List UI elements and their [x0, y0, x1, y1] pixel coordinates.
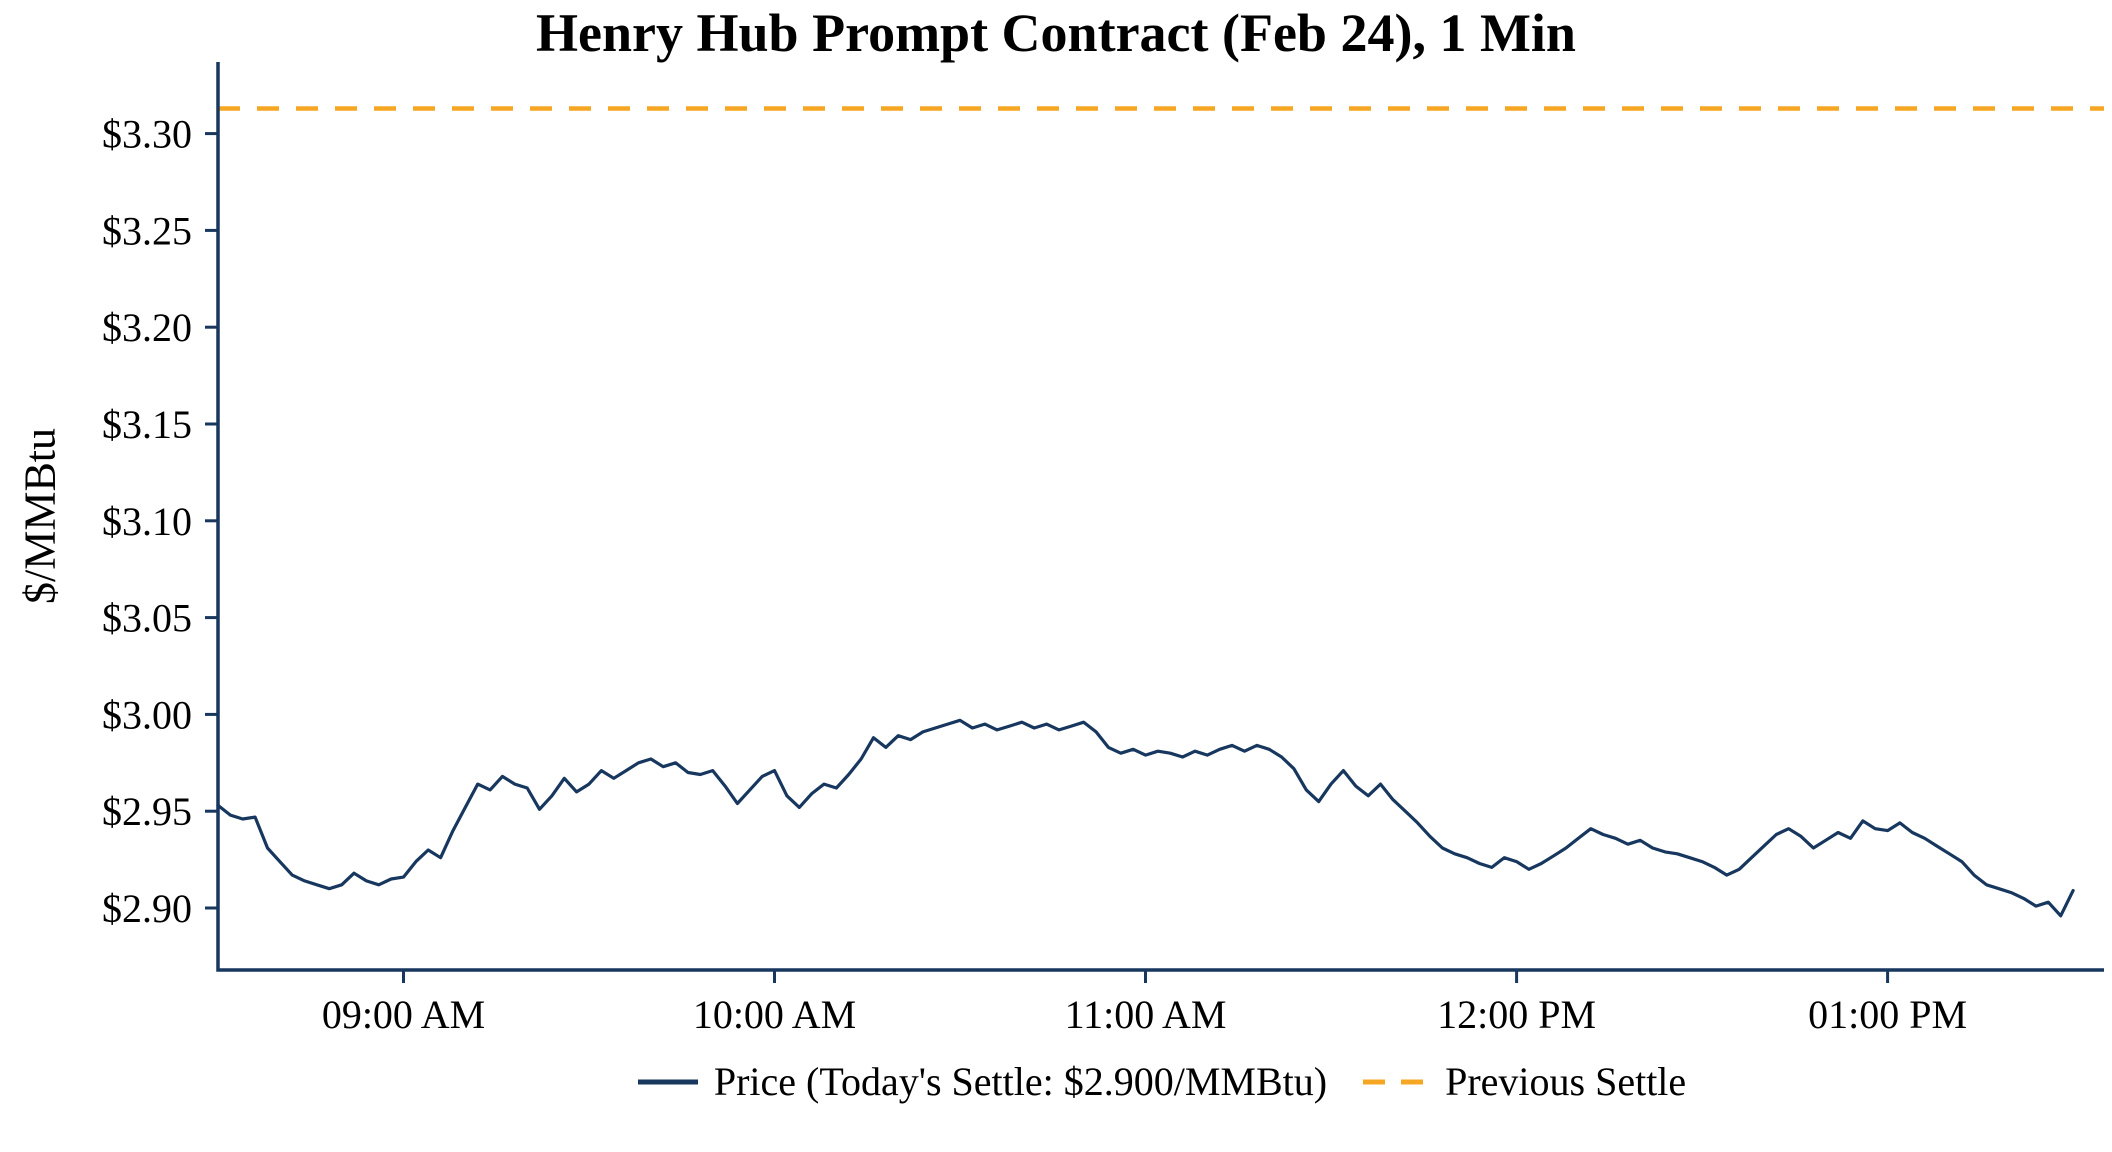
- x-tick-label: 01:00 PM: [1808, 992, 1967, 1037]
- x-tick-label: 10:00 AM: [693, 992, 856, 1037]
- y-tick-label: $3.00: [102, 692, 192, 737]
- x-tick-label: 11:00 AM: [1065, 992, 1227, 1037]
- y-tick-label: $2.95: [102, 789, 192, 834]
- x-tick-label: 09:00 AM: [322, 992, 485, 1037]
- legend-item-previous-settle: Previous Settle: [1361, 1058, 1686, 1105]
- y-tick-label: $3.30: [102, 112, 192, 157]
- y-tick-label: $3.05: [102, 596, 192, 641]
- legend-previous-settle-label: Previous Settle: [1445, 1059, 1687, 1104]
- price-line-icon: [637, 1079, 698, 1084]
- y-tick-label: $3.15: [102, 402, 192, 447]
- y-tick-label: $3.20: [102, 305, 192, 350]
- legend-price-label: Price (Today's Settle: $2.900/MMBtu): [713, 1059, 1328, 1104]
- legend: Price (Today's Settle: $2.900/MMBtu) Pre…: [218, 1058, 2104, 1105]
- y-tick-label: $3.10: [102, 499, 192, 544]
- axes-spines: [216, 62, 2104, 972]
- legend-item-price: Price (Today's Settle: $2.900/MMBtu): [636, 1058, 1327, 1105]
- chart-title: Henry Hub Prompt Contract (Feb 24), 1 Mi…: [536, 3, 1576, 63]
- previous-settle-dash-icon: [1363, 1079, 1430, 1084]
- y-tick-label: $3.25: [102, 208, 192, 253]
- price-line: [216, 718, 2075, 918]
- y-tick-label: $2.90: [102, 886, 192, 931]
- x-tick-label: 12:00 PM: [1437, 992, 1596, 1037]
